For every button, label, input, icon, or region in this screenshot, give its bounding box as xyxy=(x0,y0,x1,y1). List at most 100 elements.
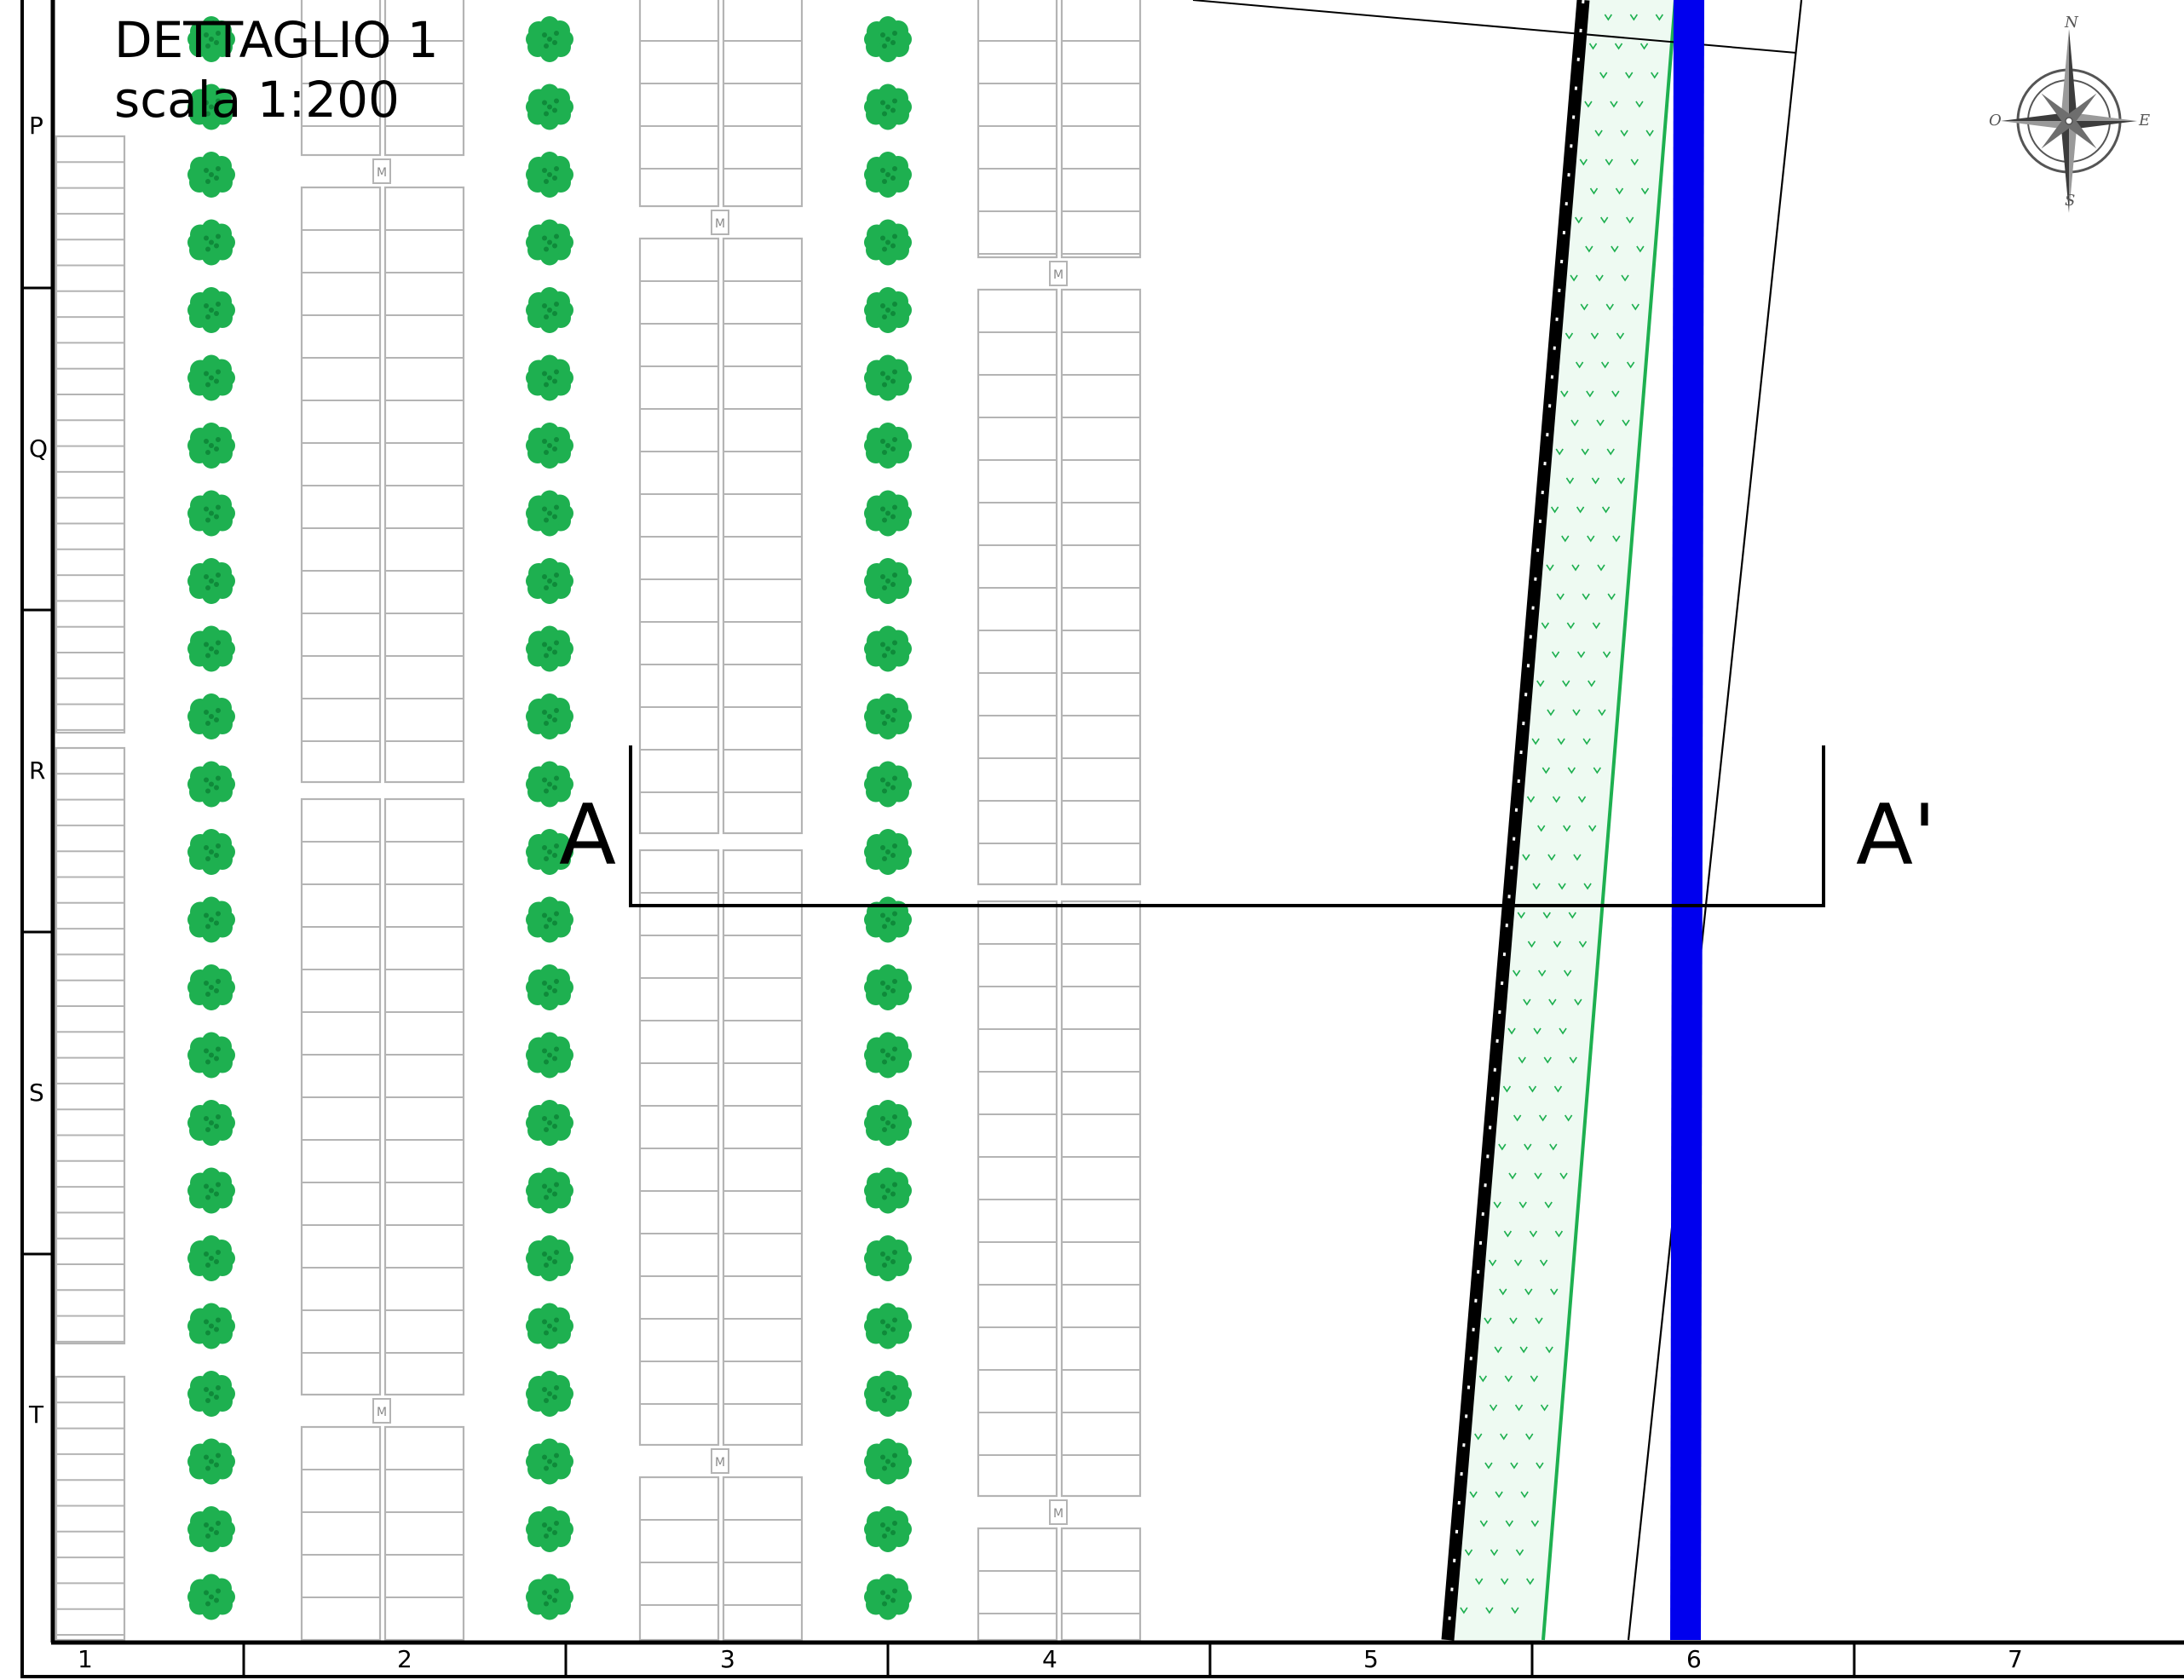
hedge-plant-mark xyxy=(1607,593,1616,601)
tree-canopy-detail xyxy=(542,303,547,308)
tree-canopy-lobe xyxy=(540,896,559,916)
tree-canopy-detail xyxy=(880,1522,885,1528)
tree-canopy-detail xyxy=(544,1465,549,1471)
hedge-plant-mark xyxy=(1494,1346,1502,1354)
tree-canopy-detail xyxy=(544,1330,549,1336)
hedge-plant-mark xyxy=(1566,622,1576,630)
hedge-plant-mark xyxy=(1484,1462,1493,1470)
compass-minor-point xyxy=(2065,117,2097,149)
tree-icon xyxy=(864,558,912,604)
tree-canopy-detail xyxy=(880,303,885,308)
tree-canopy-detail xyxy=(542,32,547,37)
tree-icon xyxy=(526,287,573,333)
tree-canopy-detail xyxy=(882,788,887,794)
hedge-plant-mark xyxy=(1587,535,1595,543)
tree-canopy-lobe xyxy=(879,923,897,943)
hedge-plant-mark xyxy=(1639,43,1649,50)
hedge-plant-mark xyxy=(1591,477,1600,485)
tree-icon xyxy=(187,1167,235,1214)
tree-canopy-lobe xyxy=(895,1114,912,1131)
tree-icon xyxy=(187,16,235,62)
tree-canopy-detail xyxy=(880,710,885,715)
compass-east-point-shade xyxy=(2069,113,2137,121)
tree-canopy-lobe xyxy=(879,558,897,577)
tree-canopy-detail xyxy=(209,510,214,516)
tree-canopy-detail xyxy=(885,375,890,381)
tree-canopy-detail xyxy=(544,517,549,523)
tree-canopy-detail xyxy=(205,585,210,590)
tree-canopy-detail xyxy=(882,721,887,726)
hedge-plant-mark xyxy=(1568,912,1576,919)
tree-canopy-lobe xyxy=(895,843,912,860)
tree-canopy-detail xyxy=(204,1048,209,1054)
tree-canopy-lobe xyxy=(879,1127,897,1146)
tree-canopy-detail xyxy=(204,303,209,308)
tree-canopy-detail xyxy=(885,1188,890,1194)
tree-canopy-lobe xyxy=(187,708,205,725)
tree-canopy-detail xyxy=(880,1048,885,1054)
tree-canopy-detail xyxy=(885,239,890,245)
hedge-plant-mark xyxy=(1519,1346,1528,1354)
hedge-plant-mark xyxy=(1588,680,1596,688)
tree-canopy-detail xyxy=(892,843,897,849)
tree-canopy-lobe xyxy=(202,423,221,441)
tree-icon xyxy=(526,964,573,1010)
tree-canopy-lobe xyxy=(864,369,881,387)
tree-canopy-lobe xyxy=(864,1521,881,1538)
tree-canopy-detail xyxy=(880,100,885,106)
hedge-plant-mark xyxy=(1464,1549,1473,1556)
pv-panel-column xyxy=(722,1476,804,1642)
inverter-box-outline xyxy=(372,1398,391,1424)
tree-canopy-lobe xyxy=(895,1521,912,1538)
tree-icon xyxy=(526,1506,573,1552)
tree-canopy-lobe xyxy=(556,708,573,725)
tree-canopy-lobe xyxy=(879,1263,897,1281)
tree-icon xyxy=(187,896,235,943)
hedge-plant-mark xyxy=(1575,361,1584,369)
tree-canopy-detail xyxy=(216,233,221,239)
tree-canopy-detail xyxy=(885,1256,890,1261)
hedge-plant-mark xyxy=(1584,101,1593,108)
tree-canopy-lobe xyxy=(864,166,881,183)
hedge-plant-mark xyxy=(1537,825,1546,832)
tree-canopy-detail xyxy=(209,714,214,719)
hedge-plant-mark xyxy=(1574,998,1582,1006)
tree-canopy-detail xyxy=(542,845,547,850)
tree-canopy-lobe xyxy=(864,437,881,454)
tree-canopy-detail xyxy=(542,1454,547,1460)
tree-canopy-detail xyxy=(890,1259,896,1264)
hedge-plant-mark xyxy=(1503,1230,1513,1238)
tree-canopy-detail xyxy=(542,1116,547,1121)
tree-canopy-detail xyxy=(890,446,896,452)
hedge-plant-mark xyxy=(1606,448,1615,456)
tree-canopy-lobe xyxy=(879,517,897,537)
tree-canopy-lobe xyxy=(879,179,897,198)
tree-canopy-lobe xyxy=(526,437,543,454)
tree-canopy-lobe xyxy=(526,1521,543,1538)
tree-canopy-lobe xyxy=(540,111,559,130)
hedge-plant-mark xyxy=(1572,709,1581,716)
tree-canopy-detail xyxy=(547,443,552,448)
tree-canopy-detail xyxy=(554,233,559,239)
tree-canopy-detail xyxy=(890,649,896,655)
hedge-plant-mark xyxy=(1640,187,1650,195)
tree-canopy-detail xyxy=(552,1462,557,1468)
tree-icon xyxy=(864,1100,912,1146)
tree-canopy-detail xyxy=(880,371,885,377)
hedge-plant-mark xyxy=(1552,796,1561,803)
tree-icon xyxy=(187,1438,235,1485)
pv-panel-column xyxy=(55,746,126,1345)
tree-canopy-detail xyxy=(880,1116,885,1121)
tree-canopy-lobe xyxy=(187,166,205,183)
tree-canopy-detail xyxy=(890,107,896,113)
tree-canopy-detail xyxy=(552,243,557,249)
tree-canopy-detail xyxy=(880,1319,885,1325)
tree-canopy-lobe xyxy=(202,585,221,604)
hedge-plant-mark xyxy=(1517,912,1525,919)
tree-canopy-detail xyxy=(216,1250,221,1255)
tree-canopy-lobe xyxy=(202,287,221,306)
hedge-plant-mark xyxy=(1502,1085,1512,1093)
tree-canopy-detail xyxy=(209,1594,214,1600)
tree-canopy-lobe xyxy=(540,43,559,62)
